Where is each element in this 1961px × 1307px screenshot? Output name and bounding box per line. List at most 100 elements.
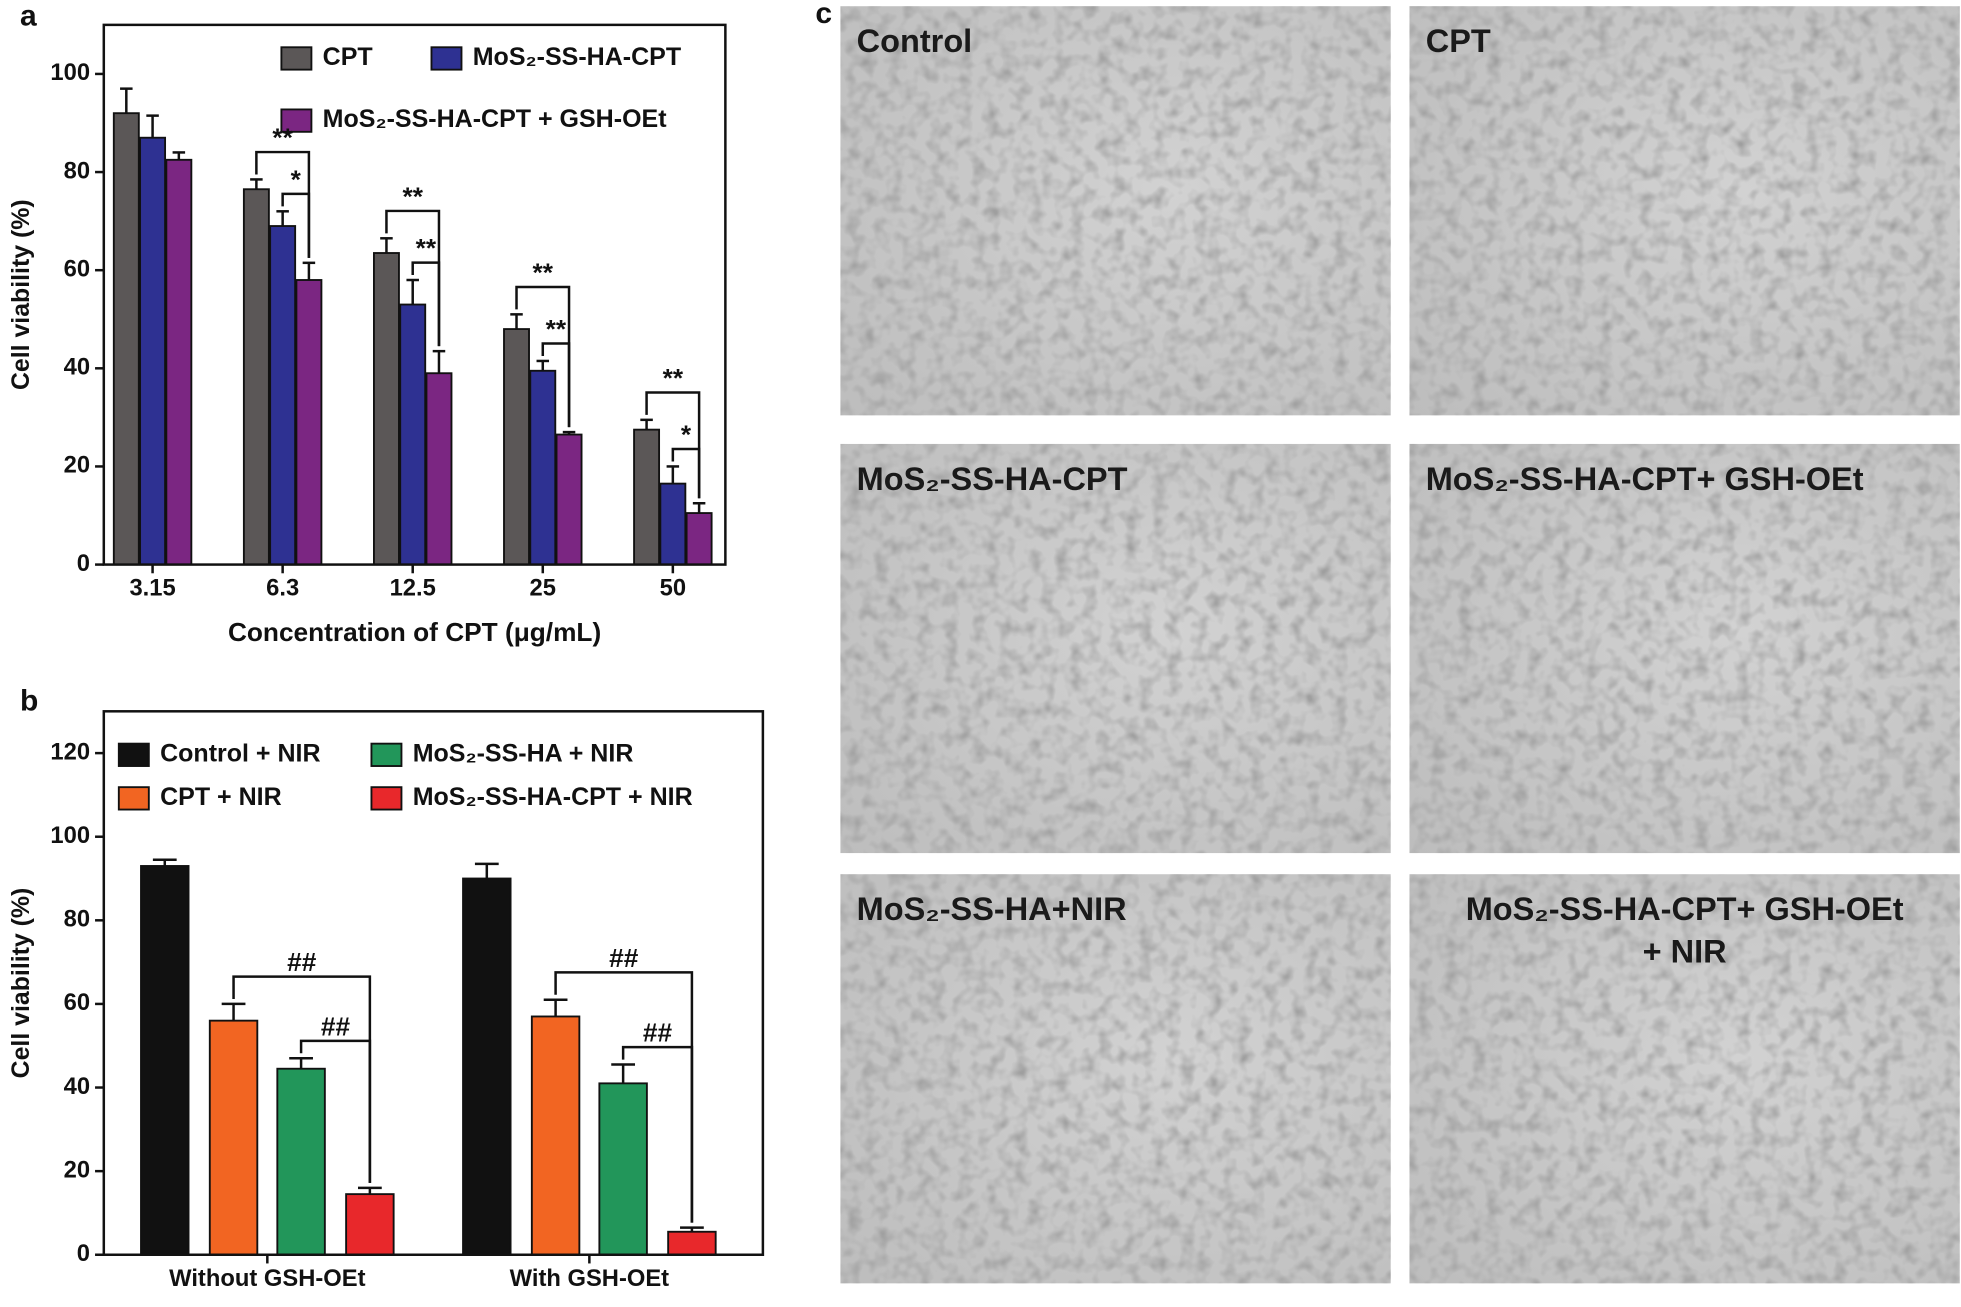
error-bar: [562, 430, 576, 435]
error-bar: [474, 862, 499, 879]
error-bar: [692, 501, 706, 514]
y-tick-label: 20: [64, 453, 90, 479]
error-bar: [357, 1186, 382, 1195]
micrograph-caption: MoS₂-SS-HA+NIR: [857, 891, 1127, 927]
legend-swatch: [280, 46, 313, 71]
x-axis-label: Concentration of CPT (μg/mL): [228, 617, 601, 647]
legend-swatch: [117, 786, 150, 811]
bar: [139, 136, 167, 566]
error-bar: [380, 237, 393, 254]
significance-bracket: [621, 1045, 694, 1223]
significance-label: *: [681, 420, 692, 450]
y-tick-label: 0: [77, 551, 90, 577]
micrograph: [840, 443, 1391, 854]
bar: [345, 1193, 395, 1256]
micrograph-caption: MoS₂-SS-HA-CPT: [857, 461, 1128, 497]
error-bar: [302, 261, 316, 281]
legend-label: CPT: [323, 43, 373, 71]
bar: [140, 865, 190, 1256]
y-tick-label: 100: [50, 823, 90, 849]
plot-frame: [102, 710, 765, 1256]
bar: [667, 1230, 717, 1256]
significance-bracket: [281, 192, 311, 258]
x-tick-label: Without GSH-OEt: [169, 1266, 365, 1292]
error-bar: [289, 1057, 313, 1069]
micrograph: [1409, 443, 1960, 854]
error-bar: [432, 349, 446, 374]
significance-label: *: [291, 164, 302, 194]
x-tick-label: With GSH-OEt: [510, 1266, 670, 1292]
error-bar: [666, 465, 680, 484]
y-tick-label: 60: [64, 256, 90, 282]
significance-bracket: [299, 1039, 372, 1183]
micrograph-caption: Control: [857, 23, 973, 59]
error-bar: [510, 313, 523, 330]
legend-swatch: [370, 742, 403, 767]
significance-bracket: [411, 261, 441, 347]
bar: [295, 279, 323, 566]
significance-label: **: [546, 314, 567, 344]
bar: [462, 877, 512, 1256]
significance-bracket: [671, 447, 701, 499]
error-bar: [680, 1226, 704, 1232]
error-bar: [152, 858, 177, 866]
y-tick-label: 0: [77, 1241, 90, 1267]
error-bar: [146, 114, 159, 138]
y-tick-label: 100: [50, 60, 90, 86]
bar: [425, 372, 453, 566]
significance-label: ##: [287, 947, 317, 977]
significance-bracket: [541, 342, 571, 428]
x-tick-label: 6.3: [266, 576, 299, 602]
micrograph-caption: + NIR: [1643, 933, 1727, 969]
panel-label: c: [815, 0, 832, 30]
micrograph: [1409, 6, 1960, 416]
y-tick-label: 80: [64, 907, 90, 933]
bar: [685, 512, 713, 566]
legend-label: Control + NIR: [160, 739, 320, 767]
bar: [633, 428, 661, 566]
error-bar: [640, 418, 653, 430]
bar: [399, 303, 427, 566]
x-tick-label: 25: [530, 576, 556, 602]
significance-label: **: [272, 123, 293, 153]
panel-label: b: [20, 685, 38, 718]
significance-label: ##: [643, 1018, 673, 1048]
error-bar: [536, 359, 550, 371]
bar: [598, 1082, 648, 1256]
y-tick-label: 40: [64, 355, 90, 381]
bar: [208, 1019, 259, 1256]
y-tick-label: 20: [64, 1157, 90, 1183]
error-bar: [611, 1063, 636, 1084]
micrograph-caption: CPT: [1426, 23, 1491, 59]
legend-label: MoS₂-SS-HA + NIR: [413, 739, 634, 767]
significance-label: **: [416, 233, 437, 263]
micrograph: [840, 874, 1391, 1284]
error-bar: [276, 210, 289, 227]
error-bar: [172, 151, 186, 160]
bar: [503, 328, 530, 566]
significance-label: **: [402, 181, 423, 211]
significance-label: **: [663, 363, 684, 393]
x-tick-label: 50: [660, 576, 686, 602]
bar: [276, 1067, 326, 1256]
error-bar: [250, 178, 263, 190]
legend-label: MoS₂-SS-HA-CPT: [473, 43, 681, 71]
plot-frame: [102, 23, 727, 566]
bar: [529, 369, 557, 566]
micrograph: [1409, 874, 1960, 1284]
y-tick-label: 80: [64, 158, 90, 184]
micrograph-caption: MoS₂-SS-HA-CPT+ GSH-OEt: [1426, 461, 1864, 497]
legend-swatch: [370, 786, 403, 811]
legend-swatch: [117, 742, 150, 767]
legend-swatch: [280, 108, 313, 133]
panel-label: a: [20, 0, 37, 32]
y-tick-label: 60: [64, 990, 90, 1016]
bar: [112, 112, 140, 566]
bar: [242, 188, 270, 566]
error-bar: [543, 998, 568, 1017]
x-tick-label: 3.15: [129, 576, 175, 602]
error-bar: [221, 1002, 246, 1021]
y-axis-label: Cell viability (%): [7, 888, 35, 1079]
micrograph-caption: MoS₂-SS-HA-CPT+ GSH-OEt: [1466, 891, 1904, 927]
